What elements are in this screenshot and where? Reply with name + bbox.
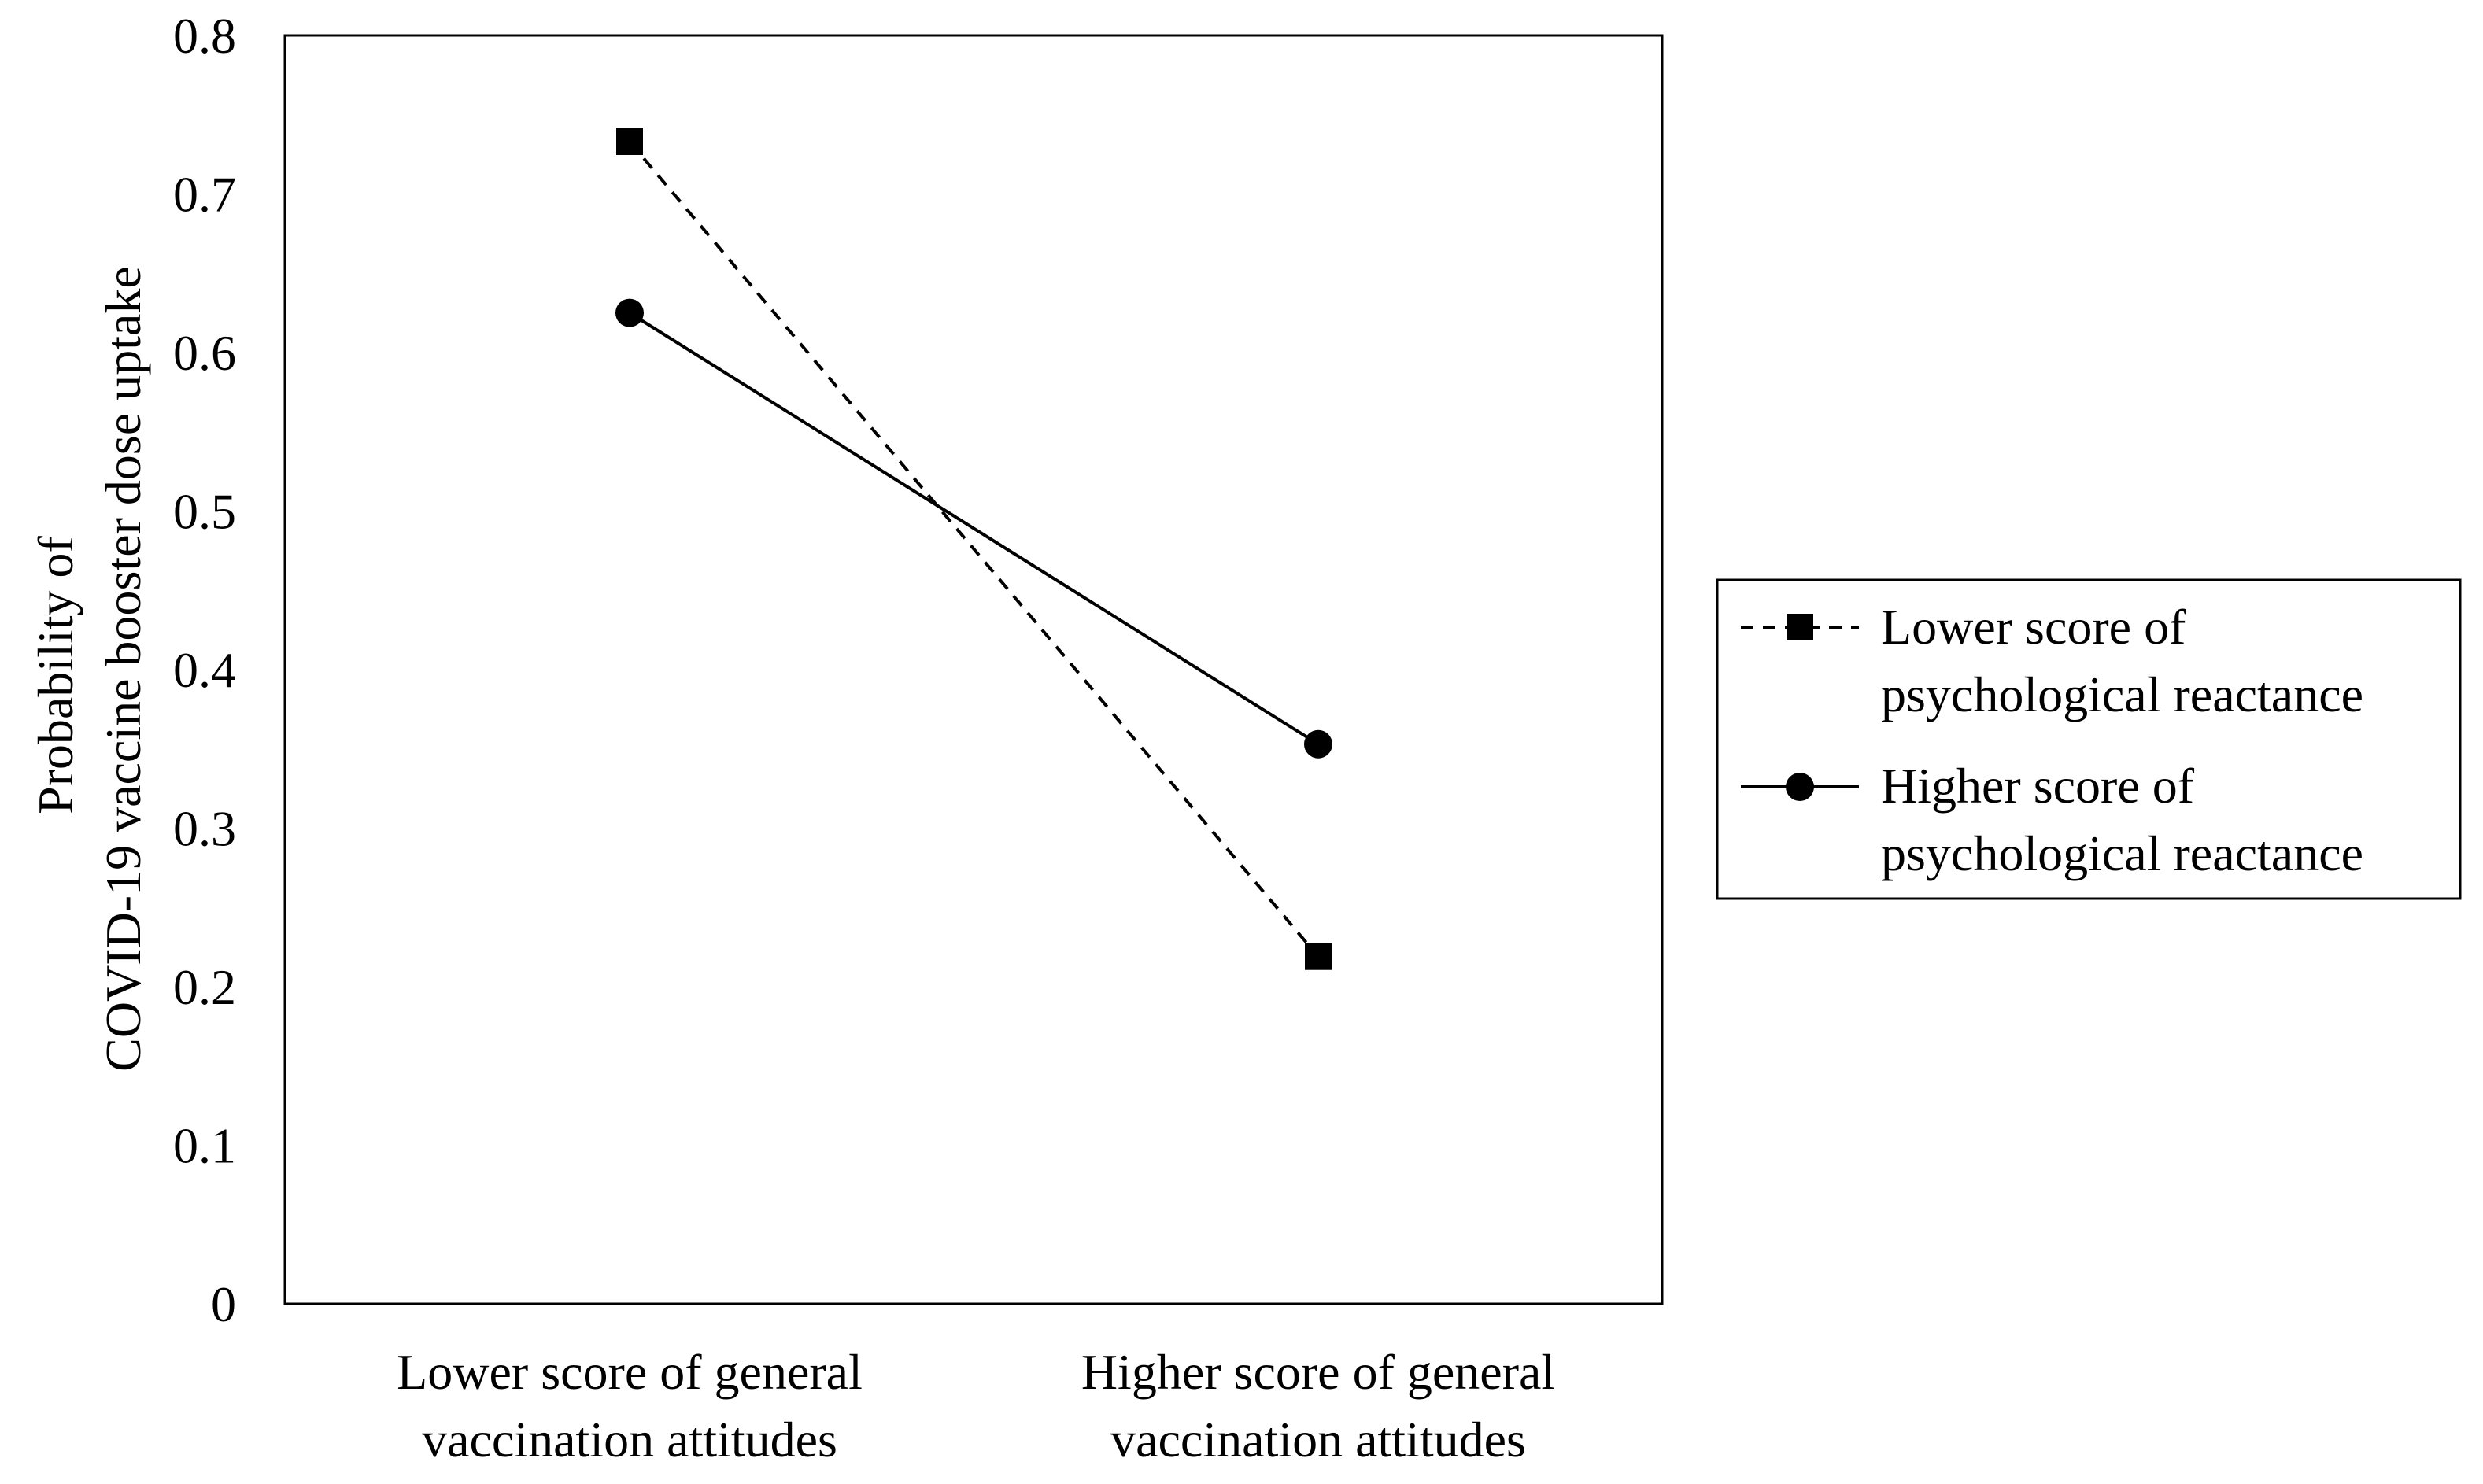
y-tick-label: 0 [211,1276,236,1332]
y-axis-ticks: 0 0.1 0.2 0.3 0.4 0.5 0.6 0.7 0.8 [173,8,236,1332]
legend-label-lower-reactance-line-2: psychological reactance [1881,666,2363,722]
y-tick-label: 0.8 [173,8,236,64]
x-axis-categories: Lower score of general vaccination attitu… [397,1344,1555,1467]
x-category-label-line: Higher score of general [1081,1344,1555,1400]
legend-label-higher-reactance: Higher score of psychological reactance [1881,758,2363,881]
legend-label-lower-reactance-line-1: Lower score of [1881,599,2186,655]
data-point-square [1305,943,1332,970]
series-layer [615,128,1332,970]
legend-square-marker [1787,614,1813,640]
y-tick-label: 0.7 [173,167,236,223]
x-category-label: Lower score of general vaccination attitu… [397,1344,863,1467]
legend-label-higher-reactance-line-2: psychological reactance [1881,825,2363,881]
y-tick-label: 0.4 [173,642,236,698]
y-tick-label: 0.6 [173,325,236,381]
x-category-label: Higher score of general vaccination attit… [1081,1344,1555,1467]
x-category-label-line: Lower score of general [397,1344,863,1400]
series-line-higher-reactance [628,311,1320,746]
legend: Lower score of psychological reactance H… [1716,578,2462,900]
data-point-circle [1304,729,1332,759]
y-tick-label: 0.5 [173,484,236,540]
legend-label-lower-reactance: Lower score of psychological reactance [1881,599,2363,722]
series-line-lower-reactance [628,140,1320,958]
y-tick-label: 0.1 [173,1118,236,1174]
x-category-label-line: vaccination attitudes [422,1412,837,1467]
x-category-label-line: vaccination attitudes [1110,1412,1526,1467]
y-tick-label: 0.3 [173,801,236,857]
legend-circle-marker [1786,773,1814,801]
legend-box [1716,578,2462,900]
y-axis-title: Probability of COVID-19 vaccine booster … [28,266,151,1072]
data-point-circle [615,298,644,327]
y-tick-label: 0.2 [173,959,236,1015]
plot-area [283,34,1664,1305]
y-axis-title-line-1: Probability of [28,535,83,814]
legend-label-higher-reactance-line-1: Higher score of [1881,758,2195,814]
data-point-square [616,128,643,156]
y-axis-title-line-2: COVID-19 vaccine booster dose uptake [95,266,151,1072]
